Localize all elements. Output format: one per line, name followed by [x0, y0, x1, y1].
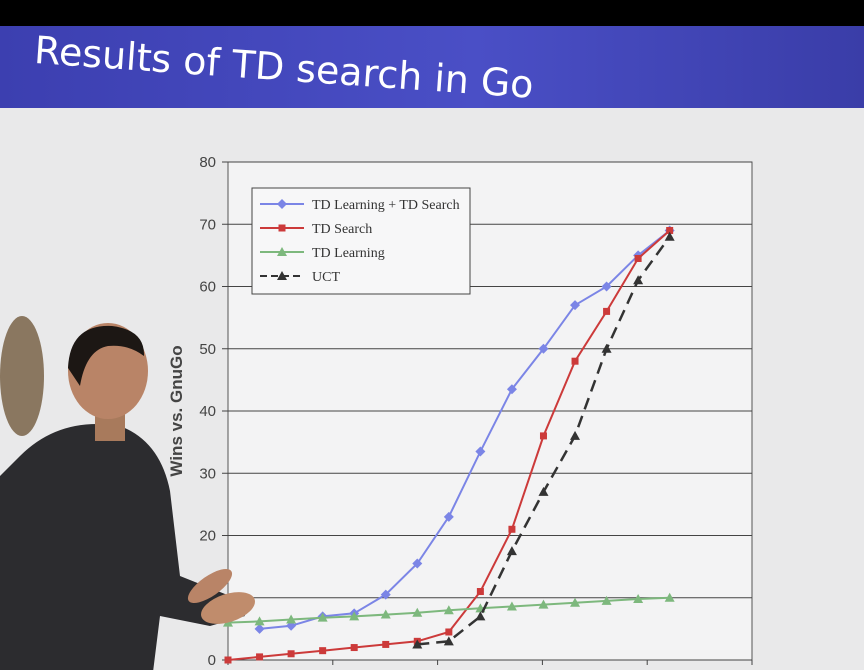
data-point [254, 623, 265, 634]
legend-marker [277, 247, 287, 256]
data-point [412, 639, 423, 649]
data-point [601, 281, 612, 292]
data-point [538, 486, 549, 496]
data-point [475, 611, 486, 621]
y-tick-label: 50 [199, 341, 216, 358]
legend-marker [277, 271, 287, 280]
data-point [412, 558, 423, 569]
slide-title-bar: Results of TD search in Go [0, 26, 864, 108]
data-point [570, 430, 581, 440]
data-point [443, 605, 454, 615]
legend-label: TD Learning [312, 246, 385, 261]
data-point [476, 588, 484, 596]
legend-label: TD Learning + TD Search [312, 198, 460, 213]
data-point [443, 511, 454, 522]
data-point [349, 611, 360, 621]
data-point [256, 653, 264, 661]
data-point [664, 592, 675, 602]
data-point [601, 343, 612, 353]
y-tick-label: 0 [208, 652, 216, 669]
data-point [443, 636, 454, 646]
data-point [382, 640, 390, 648]
data-point [633, 593, 644, 603]
data-point [287, 650, 295, 658]
legend-label: UCT [312, 270, 340, 285]
data-point [664, 231, 675, 241]
data-point [380, 609, 391, 619]
y-tick-label: 30 [199, 465, 216, 482]
data-point [603, 307, 611, 315]
data-point [570, 597, 581, 607]
data-point [254, 616, 265, 626]
legend-marker [277, 199, 287, 209]
presentation-slide: Results of TD search in Go 0102030405060… [0, 26, 864, 670]
legend-marker [278, 224, 286, 232]
series-line-1 [259, 229, 671, 630]
data-point [633, 275, 644, 285]
presenter-photo [0, 316, 255, 670]
y-axis-title: Wins vs. GnuGo [167, 345, 186, 476]
data-point [601, 595, 612, 605]
data-point [475, 446, 486, 457]
line-chart: 01020304050607080110100100010000100000Wi… [167, 154, 753, 669]
data-point [412, 607, 423, 617]
data-point [506, 546, 517, 556]
data-point [445, 628, 453, 636]
data-point [506, 384, 517, 395]
y-tick-label: 40 [199, 403, 216, 420]
y-tick-label: 20 [199, 528, 216, 545]
data-point [380, 589, 391, 600]
data-point [508, 525, 516, 533]
data-point [539, 432, 547, 440]
data-point [319, 647, 327, 655]
legend-label: TD Search [312, 222, 372, 237]
data-point [538, 343, 549, 354]
data-point [224, 656, 232, 664]
data-point [350, 644, 358, 652]
data-point [317, 612, 328, 622]
y-tick-label: 60 [199, 279, 216, 296]
data-point [571, 357, 579, 365]
data-point [570, 300, 581, 311]
data-point [286, 614, 297, 624]
data-point [506, 601, 517, 611]
data-point [538, 599, 549, 609]
data-point [634, 254, 642, 262]
y-tick-label: 70 [199, 216, 216, 233]
y-tick-label: 80 [199, 154, 216, 171]
data-point [666, 226, 674, 234]
